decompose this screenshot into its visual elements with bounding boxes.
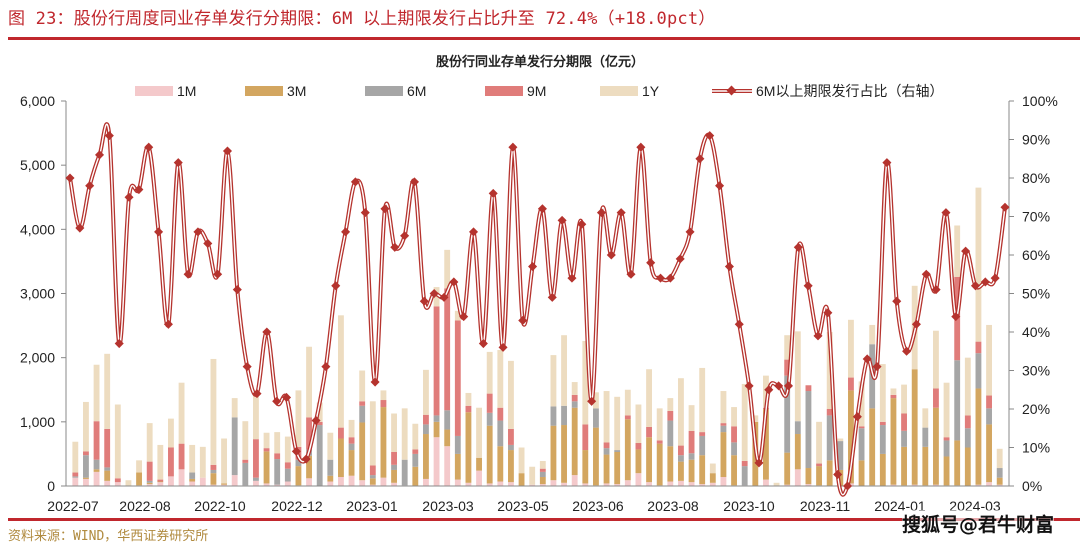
- legend-label-3M: 3M: [287, 83, 306, 99]
- source-note: 资料来源：WIND，华西证券研究所: [8, 529, 209, 544]
- watermark: 搜狐号@君牛财富: [901, 510, 1054, 537]
- svg-text:30%: 30%: [1022, 363, 1050, 379]
- svg-text:10%: 10%: [1022, 440, 1050, 456]
- svg-text:50%: 50%: [1022, 286, 1050, 302]
- svg-text:20%: 20%: [1022, 401, 1050, 417]
- svg-text:2023-10: 2023-10: [723, 498, 775, 514]
- figure-title: 图 23：股份行周度同业存单发行分期限：6M 以上期限发行占比升至 72.4%（…: [8, 9, 716, 29]
- svg-text:2023-03: 2023-03: [422, 498, 474, 514]
- svg-text:0%: 0%: [1022, 478, 1042, 494]
- svg-text:6,000: 6,000: [20, 93, 55, 109]
- chart-title: 股份行同业存单发行分期限（亿元）: [436, 54, 644, 70]
- svg-text:2022-10: 2022-10: [194, 498, 246, 514]
- legend-label-line: 6M以上期限发行占比（右轴）: [756, 83, 943, 99]
- svg-text:100%: 100%: [1022, 93, 1058, 109]
- svg-text:2022-07: 2022-07: [47, 498, 99, 514]
- svg-text:2023-06: 2023-06: [572, 498, 624, 514]
- svg-text:2023-05: 2023-05: [497, 498, 549, 514]
- line-series: [65, 122, 1010, 497]
- legend-label-9M: 9M: [527, 83, 546, 99]
- svg-text:1,000: 1,000: [20, 414, 55, 430]
- legend-swatch-9M: [485, 86, 523, 96]
- legend-label-1Y: 1Y: [642, 83, 660, 99]
- legend-swatch-1M: [135, 86, 173, 96]
- title-divider: [8, 37, 1080, 40]
- svg-text:60%: 60%: [1022, 247, 1050, 263]
- svg-text:2,000: 2,000: [20, 350, 55, 366]
- svg-text:80%: 80%: [1022, 170, 1050, 186]
- svg-text:2022-08: 2022-08: [119, 498, 171, 514]
- axes: 0 1,000 2,000 3,000 4,000 5,000 6,000 0% 10% 20% 3…: [20, 93, 1058, 514]
- svg-text:2022-12: 2022-12: [271, 498, 323, 514]
- svg-text:5,000: 5,000: [20, 157, 55, 173]
- svg-text:2023-08: 2023-08: [647, 498, 699, 514]
- legend: 1M 3M 6M 9M 1Y 6M以上期限发行占比（右轴）: [135, 83, 943, 99]
- svg-text:40%: 40%: [1022, 324, 1050, 340]
- legend-swatch-1Y: [600, 86, 638, 96]
- svg-text:2023-11: 2023-11: [800, 498, 851, 514]
- svg-text:70%: 70%: [1022, 209, 1050, 225]
- svg-text:90%: 90%: [1022, 132, 1050, 148]
- legend-label-6M: 6M: [407, 83, 426, 99]
- legend-label-1M: 1M: [177, 83, 196, 99]
- svg-text:0: 0: [47, 478, 55, 494]
- legend-swatch-6M: [365, 86, 403, 96]
- svg-text:2023-01: 2023-01: [346, 498, 398, 514]
- legend-swatch-3M: [245, 86, 283, 96]
- bar-series: [72, 187, 1003, 486]
- svg-text:4,000: 4,000: [20, 221, 55, 237]
- svg-text:3,000: 3,000: [20, 286, 55, 302]
- footer-divider: [8, 518, 1080, 521]
